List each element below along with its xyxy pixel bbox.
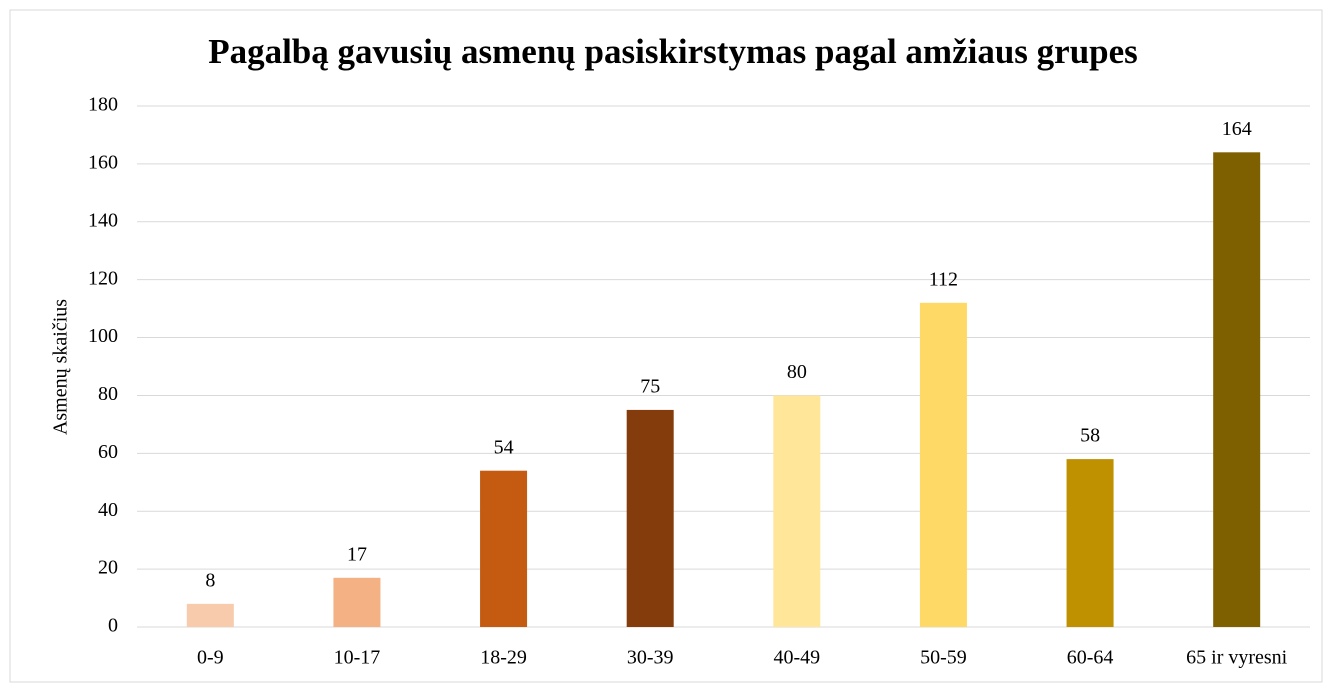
y-tick-label: 60 bbox=[98, 441, 118, 463]
chart-title: Pagalbą gavusių asmenų pasiskirstymas pa… bbox=[208, 32, 1138, 71]
bar bbox=[480, 470, 528, 627]
data-label: 164 bbox=[1222, 118, 1252, 140]
y-tick-label: 160 bbox=[88, 151, 118, 173]
bar bbox=[186, 603, 234, 627]
bar bbox=[1213, 152, 1261, 628]
y-tick-label: 140 bbox=[88, 209, 118, 231]
y-tick-label: 20 bbox=[98, 557, 118, 579]
x-tick-label: 65 ir vyresni bbox=[1186, 647, 1288, 669]
y-tick-label: 180 bbox=[88, 94, 118, 116]
y-tick-label: 120 bbox=[88, 267, 118, 289]
y-tick-label: 0 bbox=[108, 615, 118, 637]
x-tick-label: 60-64 bbox=[1067, 647, 1114, 669]
x-tick-label: 50-59 bbox=[920, 647, 967, 669]
bar bbox=[919, 302, 967, 627]
bar bbox=[626, 409, 674, 627]
y-tick-label: 100 bbox=[88, 325, 118, 347]
data-label: 17 bbox=[347, 543, 367, 565]
data-label: 8 bbox=[205, 569, 215, 591]
data-label: 54 bbox=[494, 436, 514, 458]
bar bbox=[773, 395, 821, 627]
x-tick-label: 18-29 bbox=[480, 647, 527, 669]
bar bbox=[333, 577, 381, 627]
x-tick-label: 0-9 bbox=[197, 647, 224, 669]
data-label: 75 bbox=[640, 376, 660, 398]
y-tick-label: 40 bbox=[98, 499, 118, 521]
data-label: 112 bbox=[929, 268, 958, 290]
x-tick-label: 40-49 bbox=[773, 647, 820, 669]
bar bbox=[1066, 459, 1114, 627]
x-tick-label: 30-39 bbox=[627, 647, 674, 669]
y-axis-label: Asmenų skaičius bbox=[50, 299, 72, 435]
data-label: 58 bbox=[1080, 425, 1100, 447]
data-label: 80 bbox=[787, 361, 807, 383]
y-tick-label: 80 bbox=[98, 383, 118, 405]
x-tick-label: 10-17 bbox=[334, 647, 381, 669]
